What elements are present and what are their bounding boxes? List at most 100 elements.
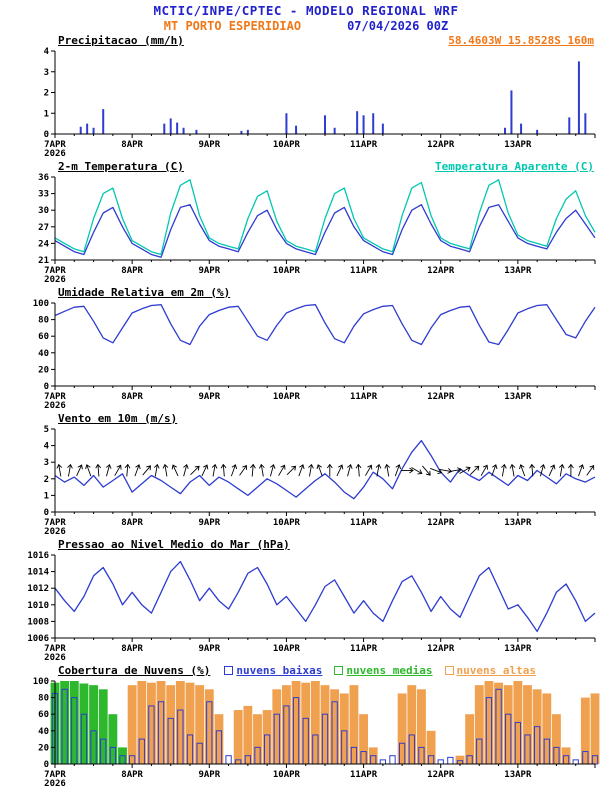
series-line (54, 304, 596, 346)
svg-text:10APR: 10APR (273, 266, 301, 276)
pressure-chart: 1006 1008 1010 1012 1014 1016 7APR 8APR 9APR 10AP… (27, 551, 596, 663)
temperature-panel: 2-m Temperatura (C) Temperatura Aparente… (0, 159, 612, 285)
svg-text:10APR: 10APR (273, 770, 301, 780)
svg-text:11APR: 11APR (350, 644, 378, 654)
svg-text:10APR: 10APR (273, 392, 301, 402)
svg-text:8APR: 8APR (121, 266, 143, 276)
svg-text:3: 3 (44, 458, 49, 468)
svg-text:11APR: 11APR (350, 392, 378, 402)
svg-text:7APR: 7APR (44, 770, 66, 780)
svg-text:13APR: 13APR (504, 392, 532, 402)
svg-text:7APR: 7APR (44, 644, 66, 654)
legend-item-baixas: nuvens baixas (224, 664, 322, 677)
station-name: MT PORTO ESPERIDIAO (163, 19, 302, 33)
temperature-title: 2-m Temperatura (C) (58, 159, 184, 173)
svg-text:36: 36 (38, 173, 49, 183)
pressure-panel: Pressao ao Nivel Medio do Mar (hPa) 1006… (0, 537, 612, 663)
temperature-chart: 21 24 27 30 33 36 7APR 8APR 9APR 10APR 11APR 12APR 1… (38, 173, 596, 285)
precipitation-chart: 0 1 2 3 4 7APR 8APR 9APR 10APR 11APR 12APR 13APR 202… (44, 47, 596, 159)
series-line (54, 204, 596, 258)
cloud-cover-title: Cobertura de Nuvens (%) (58, 663, 211, 677)
cloud-cover-chart: 0 20 40 60 80 100 7APR 8APR 9APR 10APR 11APR 12APR 1… (33, 677, 600, 789)
location-coordinates: 58.4603W 15.8528S 160m (448, 33, 594, 47)
precipitation-panel: Precipitacao (mm/h) 58.4603W 15.8528S 16… (0, 33, 612, 159)
svg-text:4: 4 (44, 47, 50, 57)
svg-text:13APR: 13APR (504, 140, 532, 150)
svg-text:13APR: 13APR (504, 518, 532, 528)
svg-text:100: 100 (33, 299, 49, 309)
svg-text:60: 60 (38, 332, 49, 342)
svg-text:40: 40 (38, 727, 49, 737)
svg-text:8APR: 8APR (121, 392, 143, 402)
series-line (54, 179, 596, 256)
axes: 0 1 2 3 4 5 7APR 8APR 9APR 10APR 11APR 12APR 13APR 20… (44, 425, 596, 537)
svg-text:33: 33 (38, 190, 49, 200)
svg-text:13APR: 13APR (504, 644, 532, 654)
svg-text:8APR: 8APR (121, 644, 143, 654)
low-clouds-swatch-icon (224, 665, 234, 675)
legend-label-medias: nuvens medias (346, 663, 433, 677)
axes: 0 20 40 60 80 100 7APR 8APR 9APR 10APR 11APR 12APR 1… (33, 299, 596, 411)
svg-text:7APR: 7APR (44, 518, 66, 528)
svg-text:30: 30 (38, 206, 49, 216)
svg-text:1006: 1006 (27, 634, 49, 644)
svg-text:9APR: 9APR (198, 392, 220, 402)
svg-text:10APR: 10APR (273, 518, 301, 528)
page-header: MCTIC/INPE/CPTEC - MODELO REGIONAL WRF M… (0, 0, 612, 33)
series-line (54, 439, 596, 500)
svg-text:2: 2 (44, 89, 49, 99)
svg-text:1: 1 (44, 109, 49, 119)
svg-text:2026: 2026 (44, 527, 66, 537)
svg-text:12APR: 12APR (427, 770, 455, 780)
cloud-cover-panel: Cobertura de Nuvens (%) nuvens baixas nu… (0, 663, 612, 789)
svg-text:40: 40 (38, 349, 49, 359)
series-line (54, 560, 596, 633)
svg-text:12APR: 12APR (427, 518, 455, 528)
humidity-title: Umidade Relativa em 2m (%) (58, 285, 231, 299)
svg-text:12APR: 12APR (427, 140, 455, 150)
svg-text:1008: 1008 (27, 617, 49, 627)
precipitation-title-row: Precipitacao (mm/h) 58.4603W 15.8528S 16… (0, 33, 612, 47)
svg-text:20: 20 (38, 365, 49, 375)
svg-text:1014: 1014 (27, 568, 49, 578)
svg-text:12APR: 12APR (427, 266, 455, 276)
svg-text:3: 3 (44, 68, 49, 78)
svg-text:24: 24 (38, 239, 49, 249)
svg-text:8APR: 8APR (121, 140, 143, 150)
legend-label-baixas: nuvens baixas (236, 663, 323, 677)
legend-label-altas: nuvens altas (456, 663, 536, 677)
axes: 1006 1008 1010 1012 1014 1016 7APR 8APR 9APR 10AP… (27, 551, 596, 663)
svg-text:13APR: 13APR (504, 770, 532, 780)
wind-title: Vento em 10m (m/s) (58, 411, 178, 425)
svg-text:0: 0 (44, 760, 49, 770)
apparent-temperature-label: Temperatura Aparente (C) (435, 159, 594, 173)
svg-text:7APR: 7APR (44, 392, 66, 402)
svg-text:12APR: 12APR (427, 644, 455, 654)
header-subline: MT PORTO ESPERIDIAO 07/04/2026 00Z (0, 19, 612, 33)
pressure-title: Pressao ao Nivel Medio do Mar (hPa) (58, 537, 290, 551)
svg-text:9APR: 9APR (198, 644, 220, 654)
axes: 21 24 27 30 33 36 7APR 8APR 9APR 10APR 11APR 12APR 1… (38, 173, 596, 285)
svg-text:0: 0 (44, 130, 49, 140)
svg-text:2026: 2026 (44, 779, 66, 789)
svg-text:11APR: 11APR (350, 770, 378, 780)
legend-item-altas: nuvens altas (444, 663, 536, 677)
svg-text:20: 20 (38, 743, 49, 753)
svg-text:2: 2 (44, 475, 49, 485)
precipitation-title: Precipitacao (mm/h) (58, 33, 184, 47)
legend-item-medias: nuvens medias (334, 663, 433, 677)
wind-panel: Vento em 10m (m/s) 0 1 2 3 4 5 7APR 8APR 9APR 10A… (0, 411, 612, 537)
axes: 0 20 40 60 80 100 7APR 8APR 9APR 10APR 11APR 12APR 1… (33, 677, 596, 789)
wind-barbs (56, 463, 595, 477)
svg-text:7APR: 7APR (44, 140, 66, 150)
wind-title-row: Vento em 10m (m/s) (0, 411, 612, 425)
svg-text:2026: 2026 (44, 149, 66, 159)
humidity-chart: 0 20 40 60 80 100 7APR 8APR 9APR 10APR 11APR 12APR 1… (33, 299, 596, 411)
high-clouds-swatch-icon (444, 665, 454, 675)
cloud-cover-title-row: Cobertura de Nuvens (%) nuvens baixas nu… (0, 663, 612, 677)
temperature-title-row: 2-m Temperatura (C) Temperatura Aparente… (0, 159, 612, 173)
svg-text:12APR: 12APR (427, 392, 455, 402)
svg-text:0: 0 (44, 508, 49, 518)
mid-clouds-swatch-icon (334, 665, 344, 675)
